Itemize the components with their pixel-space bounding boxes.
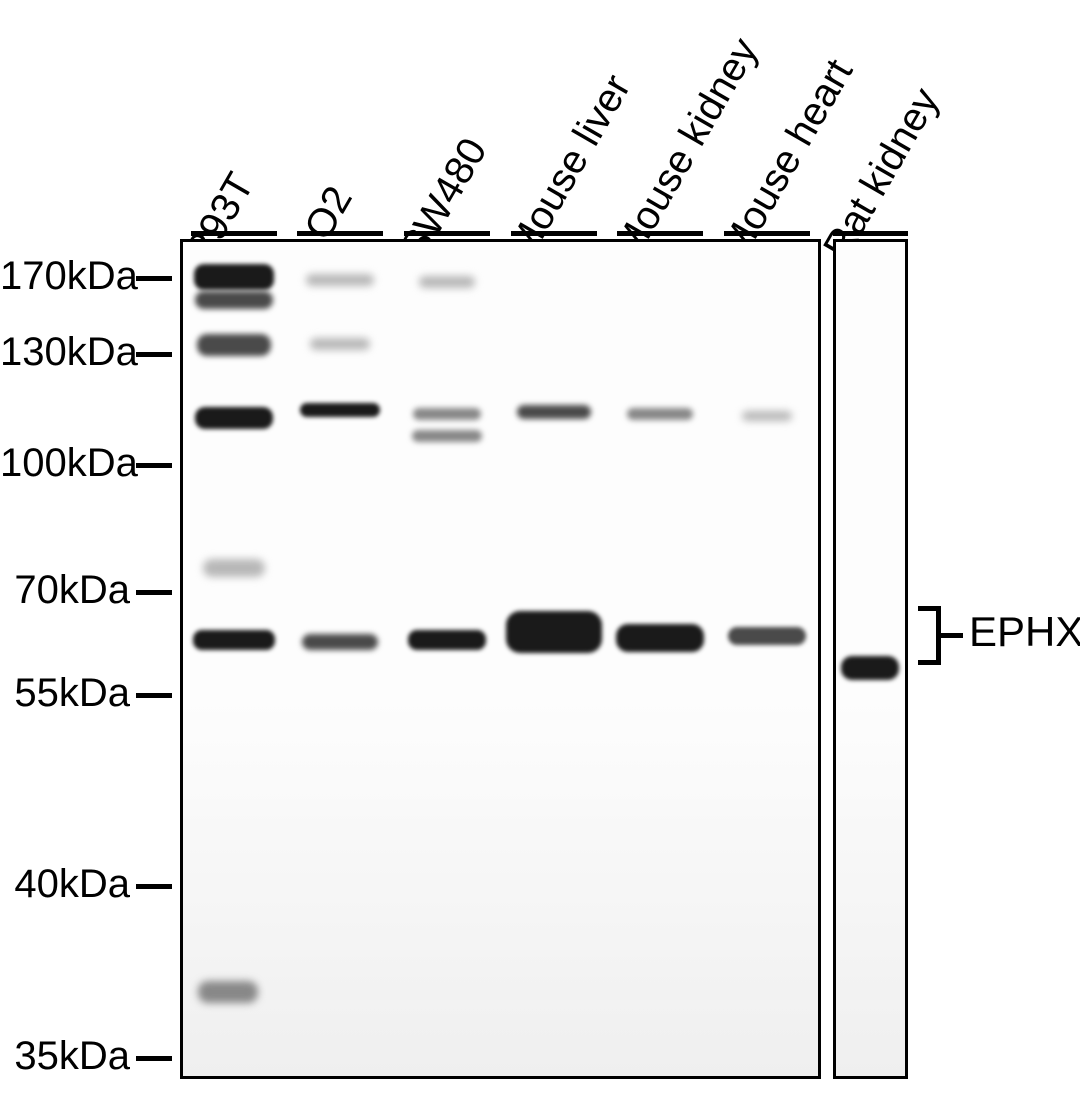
blot-membrane-main	[180, 239, 821, 1079]
western-blot-figure: 170kDa 130kDa 100kDa 70kDa 55kDa 40kDa 3…	[0, 0, 1080, 1119]
blot-band	[310, 338, 370, 350]
mw-marker: 100kDa	[0, 441, 130, 486]
blot-band	[517, 405, 591, 419]
blot-band	[306, 274, 374, 286]
mw-marker: 170kDa	[0, 254, 130, 299]
lane-underline	[191, 231, 277, 236]
mw-marker: 130kDa	[0, 330, 130, 375]
lane-underline	[511, 231, 597, 236]
mw-tick	[136, 463, 172, 468]
mw-marker: 70kDa	[0, 568, 130, 613]
mw-label-text: 35kDa	[14, 1034, 130, 1078]
blot-band	[194, 264, 274, 290]
blot-band	[198, 981, 258, 1003]
blot-band	[413, 408, 481, 420]
blot-band	[195, 407, 273, 429]
mw-tick	[136, 884, 172, 889]
blot-band	[616, 624, 704, 652]
blot-band	[408, 630, 486, 650]
lane-underline	[297, 231, 383, 236]
blot-band	[728, 627, 806, 645]
target-bracket	[918, 660, 936, 665]
mw-tick	[136, 693, 172, 698]
lane-underline	[617, 231, 703, 236]
mw-label-text: 40kDa	[14, 862, 130, 906]
blot-band	[302, 634, 378, 650]
blot-band	[197, 334, 271, 356]
target-label-text: EPHX2	[969, 608, 1080, 655]
blot-band	[300, 403, 380, 417]
blot-band	[203, 559, 265, 577]
mw-tick	[136, 1056, 172, 1061]
blot-band	[419, 276, 475, 288]
mw-marker: 40kDa	[0, 862, 130, 907]
mw-marker: 35kDa	[0, 1034, 130, 1079]
mw-label-text: 130kDa	[0, 330, 138, 374]
mw-tick	[136, 352, 172, 357]
blot-band	[841, 656, 899, 680]
blot-band	[742, 411, 792, 421]
blot-band	[627, 408, 693, 420]
mw-label-text: 100kDa	[0, 441, 138, 485]
mw-tick	[136, 276, 172, 281]
target-bracket	[918, 606, 936, 611]
target-bracket	[941, 633, 963, 638]
mw-marker: 55kDa	[0, 671, 130, 716]
blot-band	[193, 630, 275, 650]
mw-label-text: 170kDa	[0, 254, 138, 298]
blot-band	[195, 291, 273, 309]
lane-underline	[724, 231, 810, 236]
blot-band	[506, 611, 602, 653]
mw-tick	[136, 590, 172, 595]
target-protein-label: EPHX2	[969, 608, 1080, 656]
blot-band	[412, 430, 482, 442]
lane-underline	[833, 231, 908, 236]
lane-underline	[404, 231, 490, 236]
mw-label-text: 70kDa	[14, 568, 130, 612]
mw-label-text: 55kDa	[14, 671, 130, 715]
